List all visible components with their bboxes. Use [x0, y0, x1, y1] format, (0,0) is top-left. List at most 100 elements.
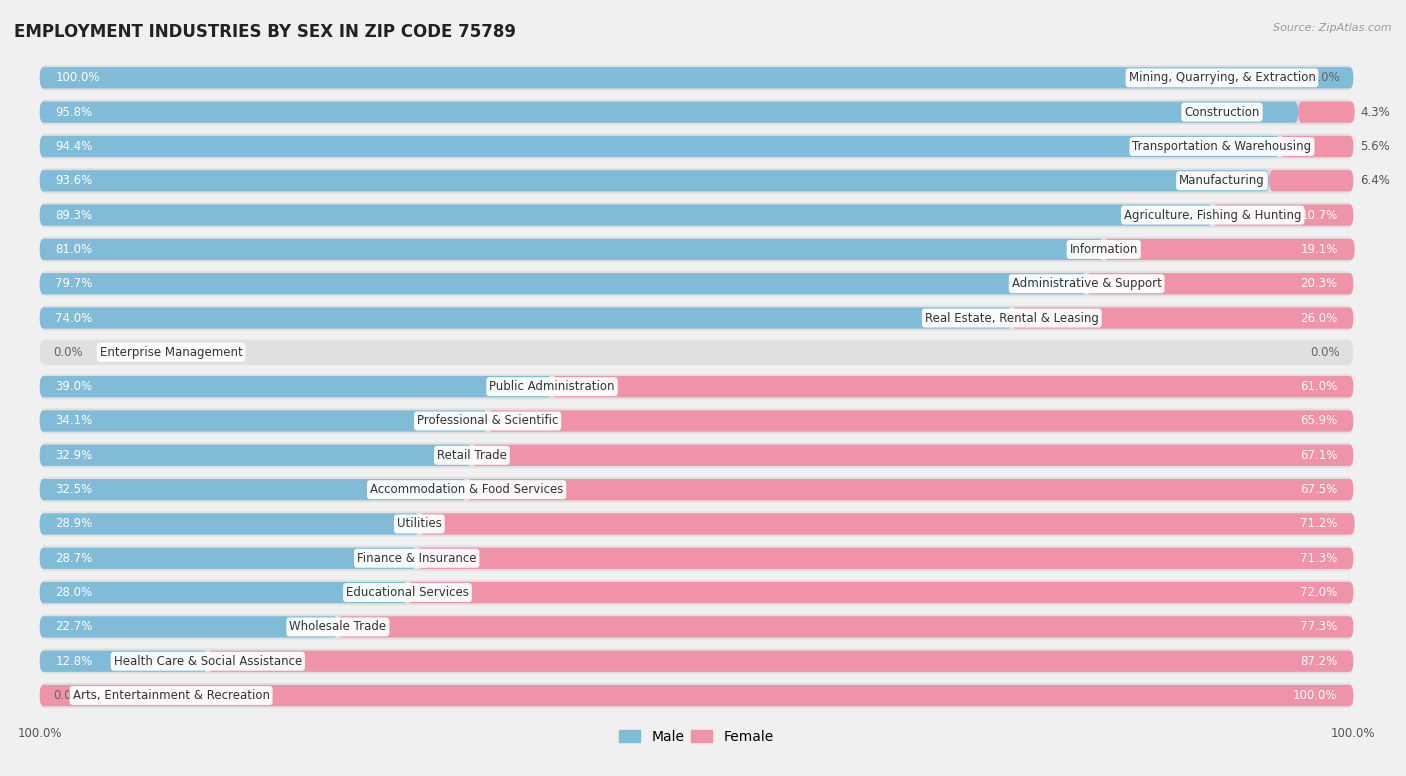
Text: 0.0%: 0.0% — [1310, 71, 1340, 85]
FancyBboxPatch shape — [39, 408, 1354, 434]
FancyBboxPatch shape — [39, 650, 208, 672]
Text: Utilities: Utilities — [396, 518, 441, 531]
Text: Administrative & Support: Administrative & Support — [1012, 277, 1161, 290]
Text: 20.3%: 20.3% — [1301, 277, 1337, 290]
FancyBboxPatch shape — [1213, 204, 1354, 226]
Text: Professional & Scientific: Professional & Scientific — [418, 414, 558, 428]
FancyBboxPatch shape — [39, 133, 1354, 159]
FancyBboxPatch shape — [39, 513, 419, 535]
Text: 28.0%: 28.0% — [55, 586, 93, 599]
Text: 34.1%: 34.1% — [55, 414, 93, 428]
FancyBboxPatch shape — [1270, 170, 1354, 192]
Text: 28.9%: 28.9% — [55, 518, 93, 531]
Text: Accommodation & Food Services: Accommodation & Food Services — [370, 483, 564, 496]
FancyBboxPatch shape — [39, 649, 1354, 674]
Text: Information: Information — [1070, 243, 1137, 256]
FancyBboxPatch shape — [39, 305, 1354, 331]
Text: 71.3%: 71.3% — [1301, 552, 1337, 565]
FancyBboxPatch shape — [39, 683, 1354, 708]
FancyBboxPatch shape — [1012, 307, 1354, 329]
FancyBboxPatch shape — [1087, 273, 1354, 294]
Text: 32.9%: 32.9% — [55, 449, 93, 462]
Text: 100.0%: 100.0% — [1294, 689, 1337, 702]
FancyBboxPatch shape — [39, 511, 1354, 537]
Text: Finance & Insurance: Finance & Insurance — [357, 552, 477, 565]
FancyBboxPatch shape — [39, 685, 1354, 706]
Text: 81.0%: 81.0% — [55, 243, 93, 256]
Text: 10.7%: 10.7% — [1301, 209, 1337, 222]
Text: 74.0%: 74.0% — [55, 311, 93, 324]
Text: 89.3%: 89.3% — [55, 209, 93, 222]
Text: Educational Services: Educational Services — [346, 586, 470, 599]
FancyBboxPatch shape — [39, 307, 1012, 329]
Text: Arts, Entertainment & Recreation: Arts, Entertainment & Recreation — [73, 689, 270, 702]
FancyBboxPatch shape — [39, 271, 1354, 296]
Text: 72.0%: 72.0% — [1301, 586, 1337, 599]
Text: 0.0%: 0.0% — [53, 346, 83, 359]
Text: 95.8%: 95.8% — [55, 106, 93, 119]
Text: Manufacturing: Manufacturing — [1180, 175, 1265, 187]
FancyBboxPatch shape — [39, 204, 1213, 226]
FancyBboxPatch shape — [408, 582, 1354, 603]
FancyBboxPatch shape — [39, 99, 1354, 125]
Text: 93.6%: 93.6% — [55, 175, 93, 187]
Text: 67.5%: 67.5% — [1301, 483, 1337, 496]
FancyBboxPatch shape — [39, 411, 488, 431]
FancyBboxPatch shape — [39, 68, 1354, 88]
Text: Agriculture, Fishing & Hunting: Agriculture, Fishing & Hunting — [1123, 209, 1302, 222]
Text: 61.0%: 61.0% — [1301, 380, 1337, 393]
FancyBboxPatch shape — [39, 170, 1270, 192]
Text: 28.7%: 28.7% — [55, 552, 93, 565]
FancyBboxPatch shape — [39, 582, 408, 603]
FancyBboxPatch shape — [39, 442, 1354, 468]
FancyBboxPatch shape — [39, 376, 553, 397]
FancyBboxPatch shape — [39, 445, 472, 466]
Text: Enterprise Management: Enterprise Management — [100, 346, 242, 359]
Text: 100.0%: 100.0% — [55, 71, 100, 85]
FancyBboxPatch shape — [39, 239, 1104, 260]
FancyBboxPatch shape — [39, 136, 1279, 157]
FancyBboxPatch shape — [39, 477, 1354, 502]
FancyBboxPatch shape — [488, 411, 1354, 431]
FancyBboxPatch shape — [337, 616, 1354, 638]
Text: 19.1%: 19.1% — [1301, 243, 1337, 256]
FancyBboxPatch shape — [39, 340, 1354, 365]
Text: Source: ZipAtlas.com: Source: ZipAtlas.com — [1274, 23, 1392, 33]
Text: Public Administration: Public Administration — [489, 380, 614, 393]
Text: 6.4%: 6.4% — [1360, 175, 1389, 187]
Text: Real Estate, Rental & Leasing: Real Estate, Rental & Leasing — [925, 311, 1098, 324]
Text: 77.3%: 77.3% — [1301, 620, 1337, 633]
FancyBboxPatch shape — [208, 650, 1354, 672]
FancyBboxPatch shape — [39, 548, 416, 569]
FancyBboxPatch shape — [472, 445, 1354, 466]
Text: 0.0%: 0.0% — [1310, 346, 1340, 359]
Text: 4.3%: 4.3% — [1360, 106, 1389, 119]
Text: 71.2%: 71.2% — [1301, 518, 1337, 531]
FancyBboxPatch shape — [39, 65, 1354, 91]
Text: 0.0%: 0.0% — [53, 689, 83, 702]
FancyBboxPatch shape — [39, 580, 1354, 605]
Text: Health Care & Social Assistance: Health Care & Social Assistance — [114, 655, 302, 667]
FancyBboxPatch shape — [416, 548, 1354, 569]
Text: 67.1%: 67.1% — [1301, 449, 1337, 462]
FancyBboxPatch shape — [39, 102, 1298, 123]
FancyBboxPatch shape — [1298, 102, 1354, 123]
FancyBboxPatch shape — [39, 615, 1354, 639]
Text: 22.7%: 22.7% — [55, 620, 93, 633]
FancyBboxPatch shape — [39, 168, 1354, 193]
Text: 39.0%: 39.0% — [55, 380, 93, 393]
Text: Construction: Construction — [1184, 106, 1260, 119]
FancyBboxPatch shape — [39, 203, 1354, 228]
Text: Mining, Quarrying, & Extraction: Mining, Quarrying, & Extraction — [1129, 71, 1316, 85]
FancyBboxPatch shape — [1104, 239, 1354, 260]
Text: Transportation & Warehousing: Transportation & Warehousing — [1132, 140, 1312, 153]
Text: 65.9%: 65.9% — [1301, 414, 1337, 428]
Text: Wholesale Trade: Wholesale Trade — [290, 620, 387, 633]
FancyBboxPatch shape — [1279, 136, 1354, 157]
FancyBboxPatch shape — [419, 513, 1354, 535]
FancyBboxPatch shape — [553, 376, 1354, 397]
FancyBboxPatch shape — [39, 479, 467, 501]
Text: 79.7%: 79.7% — [55, 277, 93, 290]
FancyBboxPatch shape — [39, 374, 1354, 400]
FancyBboxPatch shape — [39, 237, 1354, 262]
